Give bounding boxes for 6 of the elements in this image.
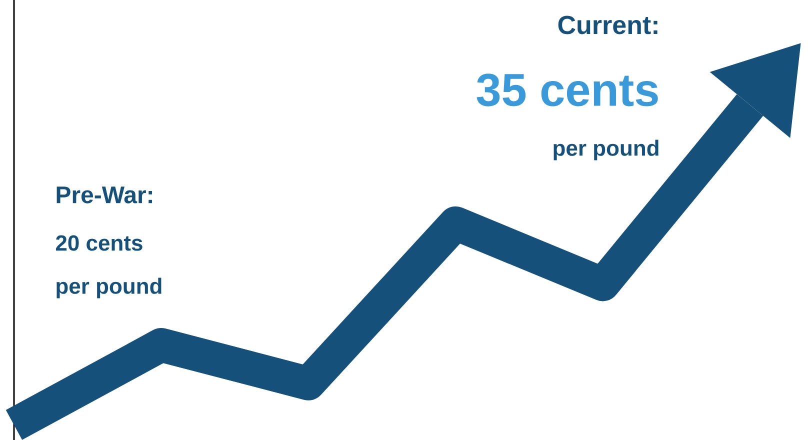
annotation: 20 cents	[56, 235, 142, 251]
annotation: per pound	[56, 278, 162, 298]
annotation: per pound	[554, 140, 658, 160]
annotation: 35 cents	[476, 74, 658, 106]
annotation: Pre-War:	[56, 186, 152, 204]
text: Current:	[558, 16, 658, 34]
